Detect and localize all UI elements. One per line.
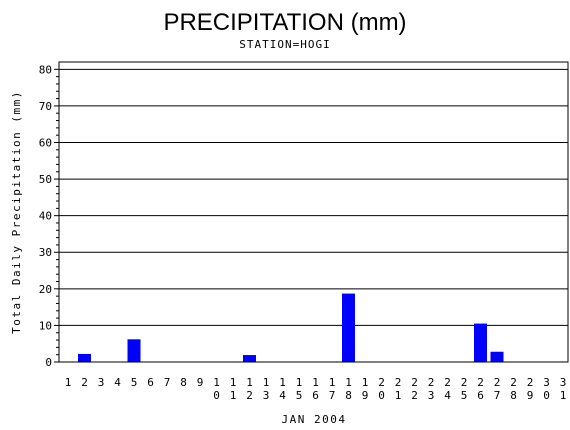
y-axis-label: Total Daily Precipitation (mm) [10, 90, 23, 334]
x-tick-label: 3 [98, 376, 105, 389]
y-tick-label: 10 [39, 319, 52, 332]
y-tick-label: 50 [39, 173, 52, 186]
x-tick-label: 6 [147, 376, 154, 389]
y-tick-label: 60 [39, 136, 52, 149]
x-tick-label: 5 [131, 376, 138, 389]
bar-day-2 [78, 353, 91, 362]
bar-day-27 [490, 351, 504, 362]
y-tick-label: 0 [45, 356, 52, 369]
chart-subtitle: STATION=HOGI [239, 38, 330, 51]
bars [78, 293, 504, 362]
plot-frame [58, 61, 569, 363]
gridlines [59, 68, 568, 326]
y-tick-label: 20 [39, 283, 52, 296]
y-tick-label: 40 [39, 210, 52, 223]
x-tick-label: 4 [114, 376, 121, 389]
x-axis-ticks: 1 2 3 4 5 6 7 8 9 1 01 11 21 31 41 51 61 71 81 92 02 12 22 32 42… [65, 376, 567, 402]
x-axis-label: JAN 2004 [282, 413, 347, 426]
x-tick-label: 8 [180, 376, 187, 389]
x-tick-label: 7 [164, 376, 171, 389]
bar-day-26 [474, 323, 487, 362]
y-tick-label: 80 [39, 63, 52, 76]
x-tick-label: 2 [81, 376, 88, 389]
y-axis-ticks: 0 10 20 30 40 50 60 70 80 [39, 63, 59, 369]
x-tick-label: 9 [197, 376, 204, 389]
y-tick-label: 70 [39, 100, 52, 113]
chart-title: PRECIPITATION (mm) [163, 9, 406, 36]
bar-day-18 [342, 293, 355, 362]
bar-day-5 [127, 339, 141, 362]
x-tick-label: 1 [65, 376, 72, 389]
y-tick-label: 30 [39, 246, 52, 259]
bar-day-12 [243, 355, 256, 362]
